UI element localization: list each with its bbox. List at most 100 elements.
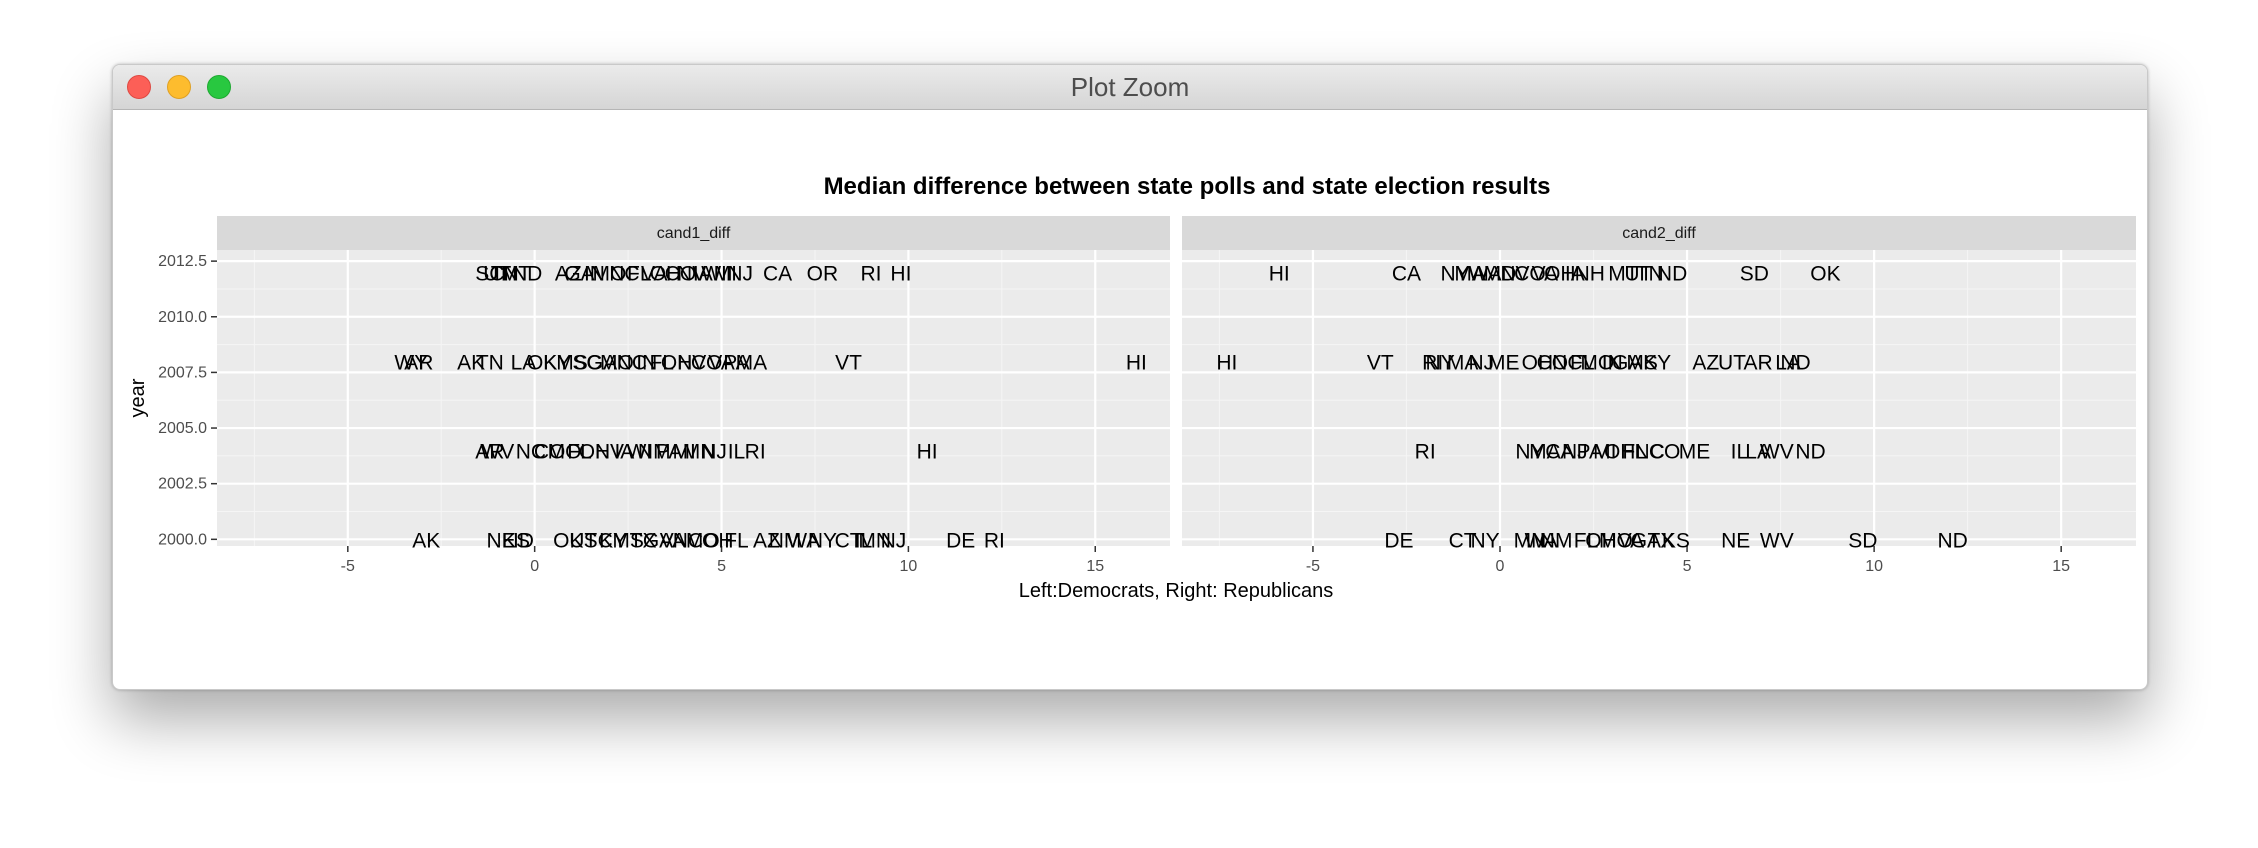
data-point-label: UT bbox=[1624, 262, 1652, 285]
data-point-label: MO bbox=[1599, 529, 1633, 552]
data-point-label: OH bbox=[661, 351, 693, 374]
x-tick-label: -5 bbox=[1306, 558, 1320, 575]
data-point-label: HI bbox=[1126, 351, 1147, 374]
panel-background bbox=[1182, 250, 2136, 546]
data-point-label: MO bbox=[1580, 351, 1614, 374]
facet-strip bbox=[217, 216, 1170, 250]
data-point-label: MA bbox=[1447, 351, 1479, 374]
x-tick-label: 0 bbox=[530, 558, 539, 575]
zoom-button[interactable] bbox=[207, 75, 231, 99]
data-point-label: MA bbox=[1529, 440, 1561, 463]
close-button[interactable] bbox=[127, 75, 151, 99]
data-point-label: FL bbox=[649, 351, 674, 374]
data-point-label: NE bbox=[486, 529, 515, 552]
data-point-label: NV bbox=[677, 351, 706, 374]
data-point-label: FL bbox=[724, 529, 749, 552]
data-point-label: OR bbox=[807, 262, 839, 285]
data-point-label: ND bbox=[512, 262, 542, 285]
x-tick-label: 15 bbox=[1086, 558, 1104, 575]
data-point-label: GA bbox=[587, 351, 617, 374]
minimize-button[interactable] bbox=[167, 75, 191, 99]
data-point-label: SD bbox=[1848, 529, 1877, 552]
data-point-label: NY bbox=[1470, 529, 1499, 552]
data-point-label: IA bbox=[614, 440, 634, 463]
data-point-label: CO bbox=[691, 351, 723, 374]
data-point-label: NH bbox=[1575, 262, 1605, 285]
data-point-label: KY bbox=[599, 529, 627, 552]
data-point-label: OH bbox=[702, 529, 734, 552]
data-point-label: NY bbox=[808, 529, 837, 552]
data-point-label: SC bbox=[572, 351, 601, 374]
data-point-label: MS bbox=[1626, 351, 1658, 374]
data-point-label: NV bbox=[595, 440, 624, 463]
window-title: Plot Zoom bbox=[1070, 72, 1190, 102]
data-point-label: MS bbox=[556, 351, 588, 374]
panel-background bbox=[217, 250, 1170, 546]
window-titlebar[interactable]: Plot Zoom bbox=[113, 65, 2147, 110]
data-point-label: MN bbox=[858, 529, 891, 552]
data-point-label: MN bbox=[1514, 529, 1547, 552]
data-point-label: ND bbox=[1795, 440, 1825, 463]
data-point-label: RI bbox=[984, 529, 1005, 552]
data-point-label: NC bbox=[609, 262, 639, 285]
data-point-label: RI bbox=[1422, 351, 1443, 374]
data-point-label: NE bbox=[1721, 529, 1750, 552]
data-point-label: VA bbox=[708, 351, 734, 374]
data-point-label: WY bbox=[394, 351, 428, 374]
data-point-label: VT bbox=[835, 351, 862, 374]
x-tick-label: 10 bbox=[1865, 558, 1883, 575]
data-point-label: CA bbox=[1392, 262, 1421, 285]
data-point-label: KS bbox=[502, 529, 530, 552]
y-tick-label: 2007.5 bbox=[158, 364, 207, 381]
data-point-label: NJ bbox=[701, 440, 727, 463]
data-point-label: OH bbox=[1604, 440, 1636, 463]
data-point-label: HI bbox=[1269, 262, 1290, 285]
x-tick-label: 10 bbox=[899, 558, 917, 575]
facet-strip bbox=[1182, 216, 2136, 250]
data-point-label: WI bbox=[626, 440, 652, 463]
data-point-label: MS bbox=[612, 529, 644, 552]
data-point-label: CT bbox=[835, 529, 863, 552]
data-point-label: PA bbox=[1577, 440, 1603, 463]
data-point-label: MA bbox=[736, 351, 768, 374]
data-point-label: TN bbox=[491, 262, 519, 285]
data-point-label: ND bbox=[1938, 529, 1968, 552]
facet-strip-label: cand2_diff bbox=[1622, 225, 1696, 242]
plot-zoom-window: Plot Zoom Median difference between stat… bbox=[112, 64, 2148, 690]
data-point-label: NM bbox=[769, 529, 802, 552]
data-point-label: MO bbox=[592, 262, 626, 285]
data-point-label: CO bbox=[1537, 351, 1569, 374]
data-point-label: MI bbox=[672, 440, 695, 463]
data-point-label: CA bbox=[1545, 440, 1574, 463]
data-point-label: SD bbox=[1740, 262, 1769, 285]
data-point-label: LA bbox=[511, 351, 537, 374]
data-point-label: MT bbox=[501, 262, 531, 285]
data-point-label: NJ bbox=[1562, 440, 1588, 463]
x-tick-label: 0 bbox=[1496, 558, 1505, 575]
data-point-label: CO bbox=[1649, 440, 1681, 463]
data-point-label: CO bbox=[665, 262, 697, 285]
data-point-label: VT bbox=[1367, 351, 1394, 374]
y-tick-label: 2000.0 bbox=[158, 531, 207, 548]
data-point-label: HI bbox=[890, 262, 911, 285]
data-point-label: KS bbox=[1662, 529, 1690, 552]
data-point-label: RI bbox=[861, 262, 882, 285]
data-point-label: ME bbox=[1488, 351, 1520, 374]
data-point-label: FL bbox=[1574, 529, 1599, 552]
data-point-label: WV bbox=[480, 440, 514, 463]
chart-title: Median difference between state polls an… bbox=[824, 173, 1551, 200]
data-point-label: OH bbox=[1544, 262, 1576, 285]
x-tick-label: 5 bbox=[717, 558, 726, 575]
data-point-label: KY bbox=[543, 351, 571, 374]
data-point-label: AK bbox=[412, 529, 440, 552]
data-point-label: NY bbox=[1426, 351, 1455, 374]
data-point-label: GA bbox=[643, 529, 673, 552]
data-point-label: NC bbox=[617, 351, 647, 374]
data-point-label: FL bbox=[1570, 351, 1595, 374]
data-point-label: WI bbox=[701, 262, 727, 285]
data-point-label: IL bbox=[855, 529, 873, 552]
data-point-label: IL bbox=[728, 440, 746, 463]
data-point-label: OH bbox=[1585, 529, 1617, 552]
data-point-label: ID bbox=[513, 529, 534, 552]
data-point-label: NM bbox=[638, 440, 671, 463]
